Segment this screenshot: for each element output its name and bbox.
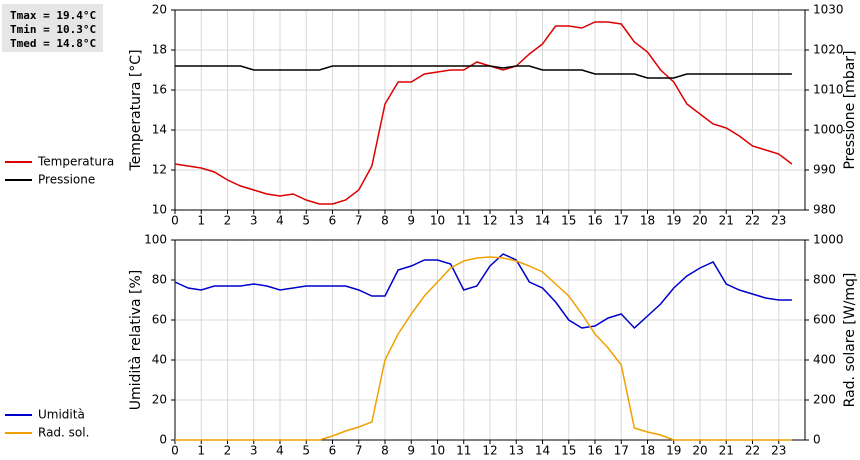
x-tick-label: 7 (355, 214, 363, 228)
stat-text: Tmax = 19.4°C (10, 9, 96, 22)
x-tick-label: 18 (640, 214, 655, 228)
x-tick-label: 11 (456, 444, 471, 458)
stat-text: Tmed = 14.8°C (10, 37, 96, 50)
x-tick-label: 1 (197, 214, 205, 228)
y2-tick-label: 1000 (813, 233, 844, 247)
y-tick-label: 16 (152, 83, 167, 97)
y2-tick-label: 200 (813, 393, 836, 407)
stats-box (2, 4, 103, 52)
legend-label: Rad. sol. (38, 426, 89, 440)
legend-label: Pressione (38, 173, 95, 187)
x-tick-label: 1 (197, 444, 205, 458)
y2-tick-label: 980 (813, 203, 836, 217)
x-tick-label: 12 (482, 214, 497, 228)
x-tick-label: 2 (224, 444, 232, 458)
y-tick-label: 80 (152, 273, 167, 287)
x-tick-label: 13 (509, 214, 524, 228)
x-tick-label: 21 (719, 444, 734, 458)
x-tick-label: 18 (640, 444, 655, 458)
x-tick-label: 9 (407, 444, 415, 458)
y2-axis-title: Pressione [mbar] (842, 50, 858, 169)
y-axis-title: Temperatura [°C] (128, 49, 144, 171)
x-tick-label: 3 (250, 444, 258, 458)
x-tick-label: 21 (719, 214, 734, 228)
x-tick-label: 17 (614, 444, 629, 458)
series-line (174, 253, 792, 330)
y2-tick-label: 800 (813, 273, 836, 287)
x-tick-label: 15 (561, 444, 576, 458)
y2-tick-label: 1030 (813, 3, 844, 17)
y2-tick-label: 400 (813, 353, 836, 367)
y-axis-title: Umidità relativa [%] (128, 270, 144, 411)
y2-axis-title: Rad. solare [W/mq] (842, 273, 858, 408)
x-tick-label: 16 (587, 444, 602, 458)
y-tick-label: 14 (152, 123, 167, 137)
y-tick-label: 10 (152, 203, 167, 217)
y2-tick-label: 1010 (813, 83, 844, 97)
x-tick-label: 20 (692, 214, 707, 228)
y2-tick-label: 990 (813, 163, 836, 177)
x-tick-label: 5 (302, 444, 310, 458)
y-tick-label: 0 (159, 433, 167, 447)
y-tick-label: 12 (152, 163, 167, 177)
y2-tick-label: 600 (813, 313, 836, 327)
y-tick-label: 20 (152, 3, 167, 17)
x-tick-label: 16 (587, 214, 602, 228)
x-tick-label: 14 (535, 444, 550, 458)
series-line (174, 21, 793, 205)
x-tick-label: 22 (745, 444, 760, 458)
stat-text: Tmin = 10.3°C (10, 23, 96, 36)
x-tick-label: 23 (771, 444, 786, 458)
y2-tick-label: 1020 (813, 43, 844, 57)
x-tick-label: 2 (224, 214, 232, 228)
y-tick-label: 20 (152, 393, 167, 407)
x-tick-label: 12 (482, 444, 497, 458)
x-tick-label: 10 (430, 214, 445, 228)
x-tick-label: 22 (745, 214, 760, 228)
x-tick-label: 0 (171, 444, 179, 458)
x-tick-label: 23 (771, 214, 786, 228)
x-tick-label: 20 (692, 444, 707, 458)
x-tick-label: 13 (509, 444, 524, 458)
y2-tick-label: 0 (813, 433, 821, 447)
x-tick-label: 10 (430, 444, 445, 458)
x-tick-label: 19 (666, 214, 681, 228)
x-tick-label: 8 (381, 444, 389, 458)
x-tick-label: 15 (561, 214, 576, 228)
y-tick-label: 18 (152, 43, 167, 57)
y-tick-label: 60 (152, 313, 167, 327)
x-tick-label: 0 (171, 214, 179, 228)
y-tick-label: 40 (152, 353, 167, 367)
x-tick-label: 19 (666, 444, 681, 458)
x-tick-label: 7 (355, 444, 363, 458)
x-tick-label: 5 (302, 214, 310, 228)
x-tick-label: 4 (276, 214, 284, 228)
x-tick-label: 3 (250, 214, 258, 228)
legend-label: Temperatura (37, 155, 114, 169)
legend-label: Umidità (38, 408, 85, 422)
x-tick-label: 17 (614, 214, 629, 228)
y2-tick-label: 1000 (813, 123, 844, 137)
x-tick-label: 11 (456, 214, 471, 228)
x-tick-label: 4 (276, 444, 284, 458)
x-tick-label: 14 (535, 214, 550, 228)
x-tick-label: 6 (329, 444, 337, 458)
y-tick-label: 100 (144, 233, 167, 247)
x-tick-label: 8 (381, 214, 389, 228)
series-line (175, 65, 792, 79)
x-tick-label: 9 (407, 214, 415, 228)
x-tick-label: 6 (329, 214, 337, 228)
series-line (175, 256, 792, 441)
